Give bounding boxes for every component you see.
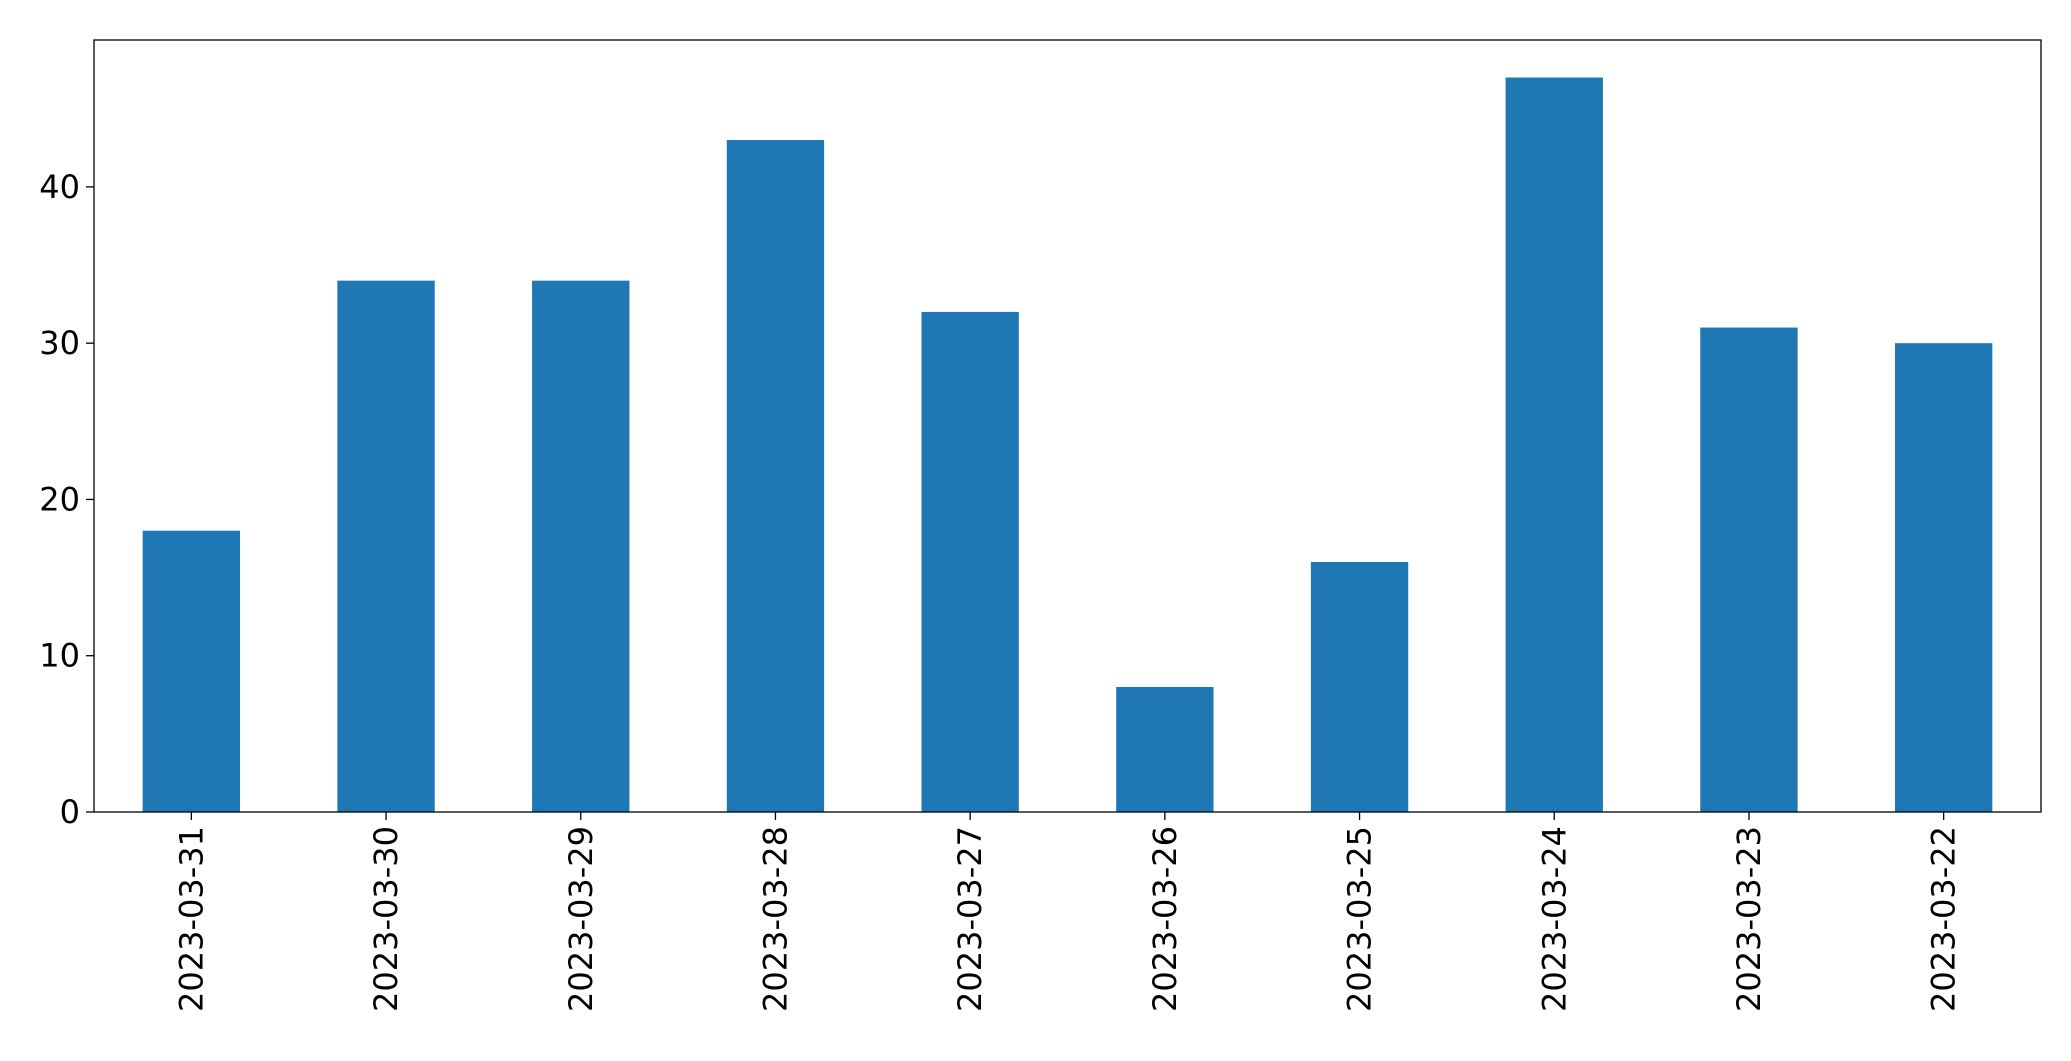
y-tick-label: 40	[39, 168, 80, 206]
bar	[532, 280, 630, 813]
x-tick-label: 2023-03-26	[1146, 826, 1184, 1012]
x-tick-label: 2023-03-30	[367, 826, 405, 1012]
y-tick-label: 30	[39, 324, 80, 362]
y-tick-label: 10	[39, 637, 80, 675]
x-tick-label: 2023-03-24	[1535, 826, 1573, 1012]
bar	[142, 530, 241, 812]
x-tick-label: 2023-03-25	[1341, 826, 1379, 1012]
bar	[1700, 327, 1798, 812]
bar	[1894, 343, 1993, 812]
x-tick-label: 2023-03-31	[172, 826, 210, 1012]
x-tick-label: 2023-03-28	[756, 826, 794, 1012]
bar	[337, 280, 435, 813]
bar	[726, 140, 825, 813]
plot-frame	[93, 39, 2042, 813]
x-tick-label: 2023-03-27	[951, 826, 989, 1012]
bar	[1505, 77, 1603, 812]
y-tick-label: 0	[60, 793, 80, 831]
bar	[1116, 686, 1214, 812]
y-tick-label: 20	[39, 480, 80, 518]
x-tick-label: 2023-03-23	[1730, 826, 1768, 1012]
x-tick-label: 2023-03-22	[1925, 826, 1963, 1012]
bar	[921, 311, 1019, 812]
x-tick-label: 2023-03-29	[562, 826, 600, 1012]
bar	[1310, 561, 1409, 812]
